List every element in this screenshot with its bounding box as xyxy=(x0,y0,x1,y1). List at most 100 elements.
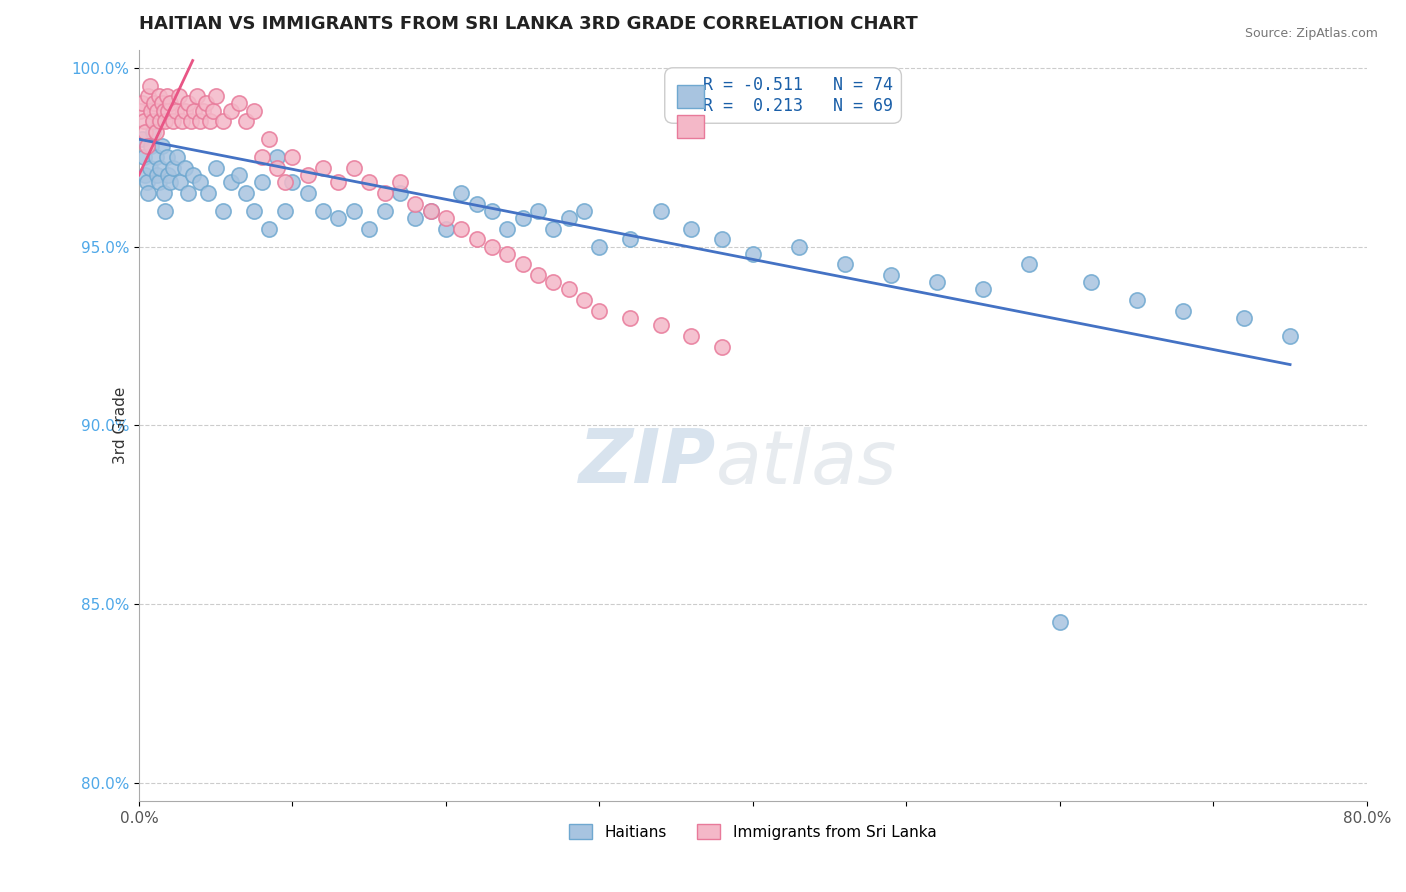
Point xyxy=(373,203,395,218)
Point xyxy=(162,114,184,128)
Point xyxy=(450,221,472,235)
Point xyxy=(169,175,191,189)
Point xyxy=(343,161,366,175)
Point xyxy=(152,186,174,200)
Point xyxy=(132,114,155,128)
Point xyxy=(359,221,381,235)
Point xyxy=(527,268,550,282)
Point xyxy=(157,168,180,182)
Point xyxy=(388,175,411,189)
Point xyxy=(1080,275,1102,289)
Point xyxy=(787,239,810,253)
Point xyxy=(328,211,350,225)
Point xyxy=(183,103,205,118)
Point xyxy=(741,246,763,260)
Point xyxy=(481,203,503,218)
Point xyxy=(134,125,156,139)
Point xyxy=(297,168,319,182)
Point xyxy=(588,239,610,253)
Point xyxy=(166,150,188,164)
Point xyxy=(143,96,166,111)
Point xyxy=(250,175,273,189)
Point xyxy=(557,282,579,296)
Point xyxy=(204,161,226,175)
Point xyxy=(143,114,166,128)
Point xyxy=(1018,257,1040,271)
Point xyxy=(557,211,579,225)
Point xyxy=(131,132,153,146)
Point xyxy=(481,239,503,253)
Y-axis label: 3rd Grade: 3rd Grade xyxy=(112,386,128,464)
Point xyxy=(419,203,441,218)
Point xyxy=(201,103,224,118)
Point xyxy=(162,161,184,175)
Point xyxy=(155,150,177,164)
Point xyxy=(1279,329,1302,343)
Point xyxy=(167,89,190,103)
Point xyxy=(259,132,281,146)
Point xyxy=(312,161,335,175)
Point xyxy=(136,186,159,200)
Point xyxy=(359,175,381,189)
Point xyxy=(138,161,160,175)
Point xyxy=(152,103,174,118)
Point xyxy=(312,203,335,218)
Point xyxy=(527,203,550,218)
Point xyxy=(157,103,180,118)
Point xyxy=(343,203,366,218)
Text: atlas: atlas xyxy=(716,427,897,499)
Text: ZIP: ZIP xyxy=(579,426,716,500)
Point xyxy=(219,175,242,189)
Point xyxy=(155,89,177,103)
Point xyxy=(212,114,235,128)
Point xyxy=(572,203,595,218)
Point xyxy=(543,221,565,235)
Point xyxy=(681,329,703,343)
Point xyxy=(834,257,856,271)
Point xyxy=(496,246,519,260)
Point xyxy=(711,232,734,246)
Point xyxy=(142,125,165,139)
Point xyxy=(141,139,163,153)
Point xyxy=(235,186,257,200)
Point xyxy=(419,203,441,218)
Point xyxy=(250,150,273,164)
Point xyxy=(404,211,426,225)
Point xyxy=(619,311,641,326)
Point xyxy=(177,96,200,111)
Point xyxy=(170,114,193,128)
Point xyxy=(650,203,672,218)
Point xyxy=(180,114,202,128)
Point xyxy=(177,186,200,200)
Point xyxy=(188,114,211,128)
Point xyxy=(235,114,257,128)
Point xyxy=(135,175,157,189)
Point xyxy=(195,96,218,111)
Point xyxy=(572,293,595,308)
Point xyxy=(153,114,176,128)
Point xyxy=(204,89,226,103)
Point xyxy=(243,103,266,118)
Point xyxy=(188,175,211,189)
Point xyxy=(465,232,488,246)
Point xyxy=(149,114,172,128)
Legend: Haitians, Immigrants from Sri Lanka: Haitians, Immigrants from Sri Lanka xyxy=(564,818,942,846)
Point xyxy=(434,221,457,235)
Point xyxy=(274,203,297,218)
Point xyxy=(328,175,350,189)
Point xyxy=(174,161,197,175)
Point xyxy=(543,275,565,289)
Point xyxy=(148,175,170,189)
FancyBboxPatch shape xyxy=(676,85,704,108)
Point xyxy=(142,114,165,128)
Point xyxy=(165,103,187,118)
Text: Source: ZipAtlas.com: Source: ZipAtlas.com xyxy=(1244,27,1378,40)
Point xyxy=(281,175,304,189)
Point xyxy=(228,168,250,182)
Point xyxy=(925,275,948,289)
Point xyxy=(150,139,173,153)
Point xyxy=(373,186,395,200)
Point xyxy=(243,203,266,218)
Point xyxy=(198,114,221,128)
Point xyxy=(153,203,176,218)
